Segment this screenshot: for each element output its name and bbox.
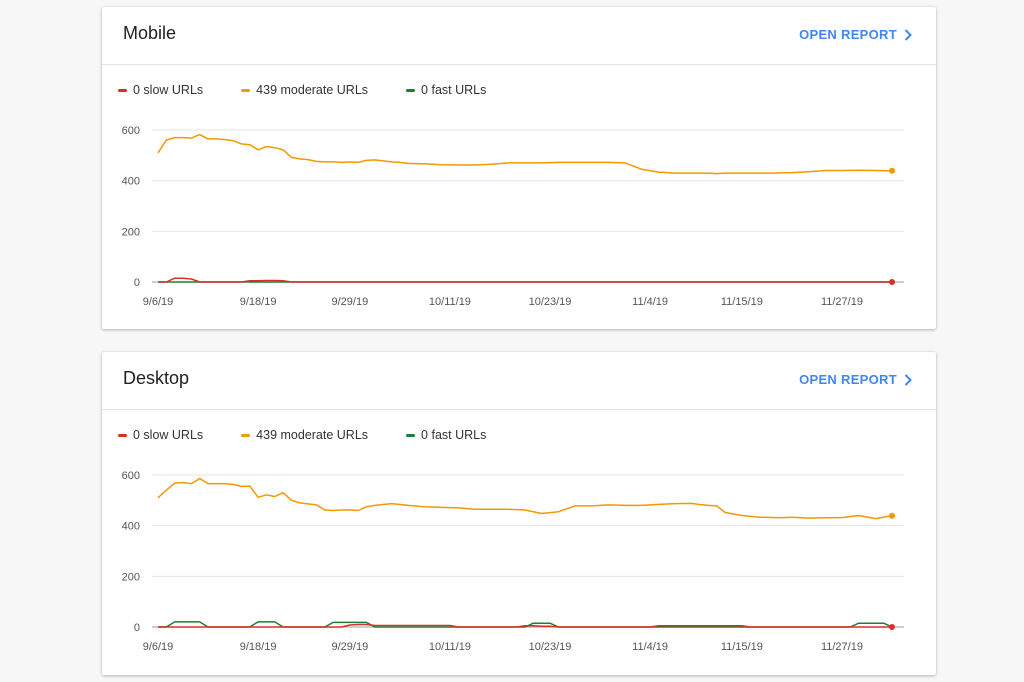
desktop-card: Desktop OPEN REPORT 0 slow URLs 439 mode…: [102, 352, 936, 675]
x-tick-label: 11/4/19: [632, 296, 668, 308]
legend-item-moderate[interactable]: 439 moderate URLs: [241, 83, 368, 97]
legend-item-moderate[interactable]: 439 moderate URLs: [241, 428, 368, 442]
card-header: Mobile OPEN REPORT: [102, 7, 936, 65]
desktop-line-chart: 0 200 400 600 9/6/19 9/18/19 9/29/19 10/11/19 10…: [122, 470, 904, 653]
card-header: Desktop OPEN REPORT: [102, 352, 936, 410]
y-tick-label: 0: [134, 622, 140, 634]
series-line-moderate: [157, 477, 893, 520]
legend-item-slow[interactable]: 0 slow URLs: [118, 428, 203, 442]
y-tick-label: 400: [122, 176, 140, 188]
x-tick-label: 9/6/19: [143, 641, 174, 653]
legend-label: 0 fast URLs: [421, 428, 487, 442]
y-tick-label: 200: [122, 571, 140, 583]
series-line-moderate: [157, 133, 893, 175]
legend-item-fast[interactable]: 0 fast URLs: [406, 83, 486, 97]
legend-item-slow[interactable]: 0 slow URLs: [118, 83, 203, 97]
legend-swatch: [406, 88, 416, 92]
series-end-point-slow: [889, 279, 895, 285]
y-tick-label: 200: [122, 226, 140, 238]
series-line-slow: [158, 623, 892, 628]
mobile-card: Mobile OPEN REPORT 0 slow URLs 439 moder…: [102, 7, 936, 329]
y-tick-label: 600: [122, 125, 140, 137]
series-line-slow: [158, 277, 892, 283]
x-tick-label: 11/27/19: [821, 641, 863, 653]
open-report-label: OPEN REPORT: [799, 372, 897, 387]
x-tick-label: 9/29/19: [331, 641, 368, 653]
legend-label: 439 moderate URLs: [256, 428, 369, 442]
series-line-fast: [158, 621, 893, 628]
x-tick-label: 11/4/19: [632, 641, 668, 653]
x-tick-label: 10/11/19: [429, 296, 471, 308]
x-tick-label: 10/11/19: [429, 641, 471, 653]
x-tick-label: 11/15/19: [721, 641, 763, 653]
chevron-right-icon: [904, 28, 912, 41]
card-title: Desktop: [123, 368, 190, 388]
x-tick-label: 11/15/19: [721, 296, 763, 308]
legend-label: 0 fast URLs: [421, 83, 487, 97]
legend-swatch: [241, 433, 251, 437]
mobile-line-chart: 0 200 400 600 9/6/19 9/18/19 9/29/19 10/11/19 10…: [122, 125, 904, 308]
series-end-point-moderate: [889, 167, 895, 174]
open-report-button[interactable]: OPEN REPORT: [799, 27, 912, 42]
legend-label: 0 slow URLs: [133, 83, 204, 97]
x-tick-label: 9/18/19: [240, 641, 277, 653]
x-tick-label: 9/6/19: [143, 296, 174, 308]
legend-swatch: [118, 433, 127, 437]
legend-swatch: [118, 88, 127, 92]
legend-swatch: [241, 88, 251, 92]
y-tick-label: 600: [122, 470, 140, 482]
y-tick-label: 400: [122, 521, 140, 533]
y-tick-label: 0: [134, 277, 140, 289]
legend-label: 0 slow URLs: [133, 428, 204, 442]
chevron-right-icon: [904, 373, 912, 386]
legend: 0 slow URLs 439 moderate URLs 0 fast URL…: [118, 83, 524, 97]
x-tick-label: 11/27/19: [821, 296, 863, 308]
legend: 0 slow URLs 439 moderate URLs 0 fast URL…: [118, 428, 524, 442]
series-end-point-moderate: [889, 512, 895, 519]
legend-label: 439 moderate URLs: [256, 83, 369, 97]
x-tick-label: 10/23/19: [529, 641, 572, 653]
x-tick-label: 9/29/19: [331, 296, 368, 308]
x-tick-label: 9/18/19: [240, 296, 277, 308]
legend-swatch: [406, 433, 416, 437]
x-tick-label: 10/23/19: [529, 296, 572, 308]
open-report-label: OPEN REPORT: [799, 27, 897, 42]
legend-item-fast[interactable]: 0 fast URLs: [406, 428, 486, 442]
series-end-point-slow: [889, 624, 895, 630]
card-title: Mobile: [123, 23, 177, 43]
open-report-button[interactable]: OPEN REPORT: [799, 372, 912, 387]
